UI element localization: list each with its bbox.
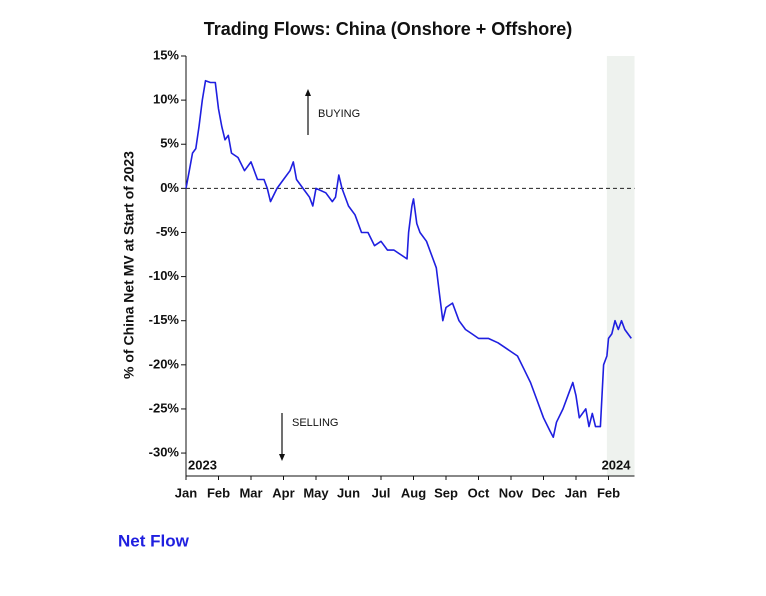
x-tick-label: Nov: [499, 485, 524, 500]
arrow-head: [305, 89, 311, 96]
x-tick-label: Apr: [272, 485, 294, 500]
x-tick-label: Feb: [597, 485, 620, 500]
y-tick-label: 15%: [153, 47, 179, 62]
x-tick-label: Jan: [565, 485, 587, 500]
arrow-head: [279, 454, 285, 461]
x-tick-label: Sep: [434, 485, 458, 500]
y-tick-label: -20%: [149, 356, 180, 371]
x-tick-label: Oct: [468, 485, 490, 500]
y-tick-label: -30%: [149, 444, 180, 459]
x-tick-label: May: [303, 485, 329, 500]
y-tick-label: 5%: [160, 136, 179, 151]
y-tick-label: -25%: [149, 400, 180, 415]
shaded-region: [606, 56, 635, 476]
y-tick-label: -5%: [156, 224, 180, 239]
y-tick-label: -15%: [149, 312, 180, 327]
annotation: BUYING: [318, 108, 360, 120]
x-tick-label: Feb: [207, 485, 230, 500]
x-tick-label: Mar: [239, 485, 262, 500]
x-tick-label: Jul: [372, 485, 391, 500]
line-series: [185, 79, 632, 438]
y-tick-label: 0%: [160, 180, 179, 195]
chart-title: Trading Flows: China (Onshore + Offshore…: [204, 19, 573, 39]
x-tick-label: Dec: [532, 485, 556, 500]
y-tick-label: 10%: [153, 92, 179, 107]
x-tick-label: Aug: [401, 485, 426, 500]
annotation: SELLING: [292, 417, 338, 429]
y-tick-label: -10%: [149, 268, 180, 283]
x-tick-label: Jun: [337, 485, 360, 500]
x-tick-label: Jan: [175, 485, 197, 500]
y-axis-label: % of China Net MV at Start of 2023: [121, 151, 137, 379]
year-label: 2023: [188, 457, 217, 472]
year-label: 2024: [602, 457, 632, 472]
legend-label: Net Flow: [118, 531, 190, 550]
